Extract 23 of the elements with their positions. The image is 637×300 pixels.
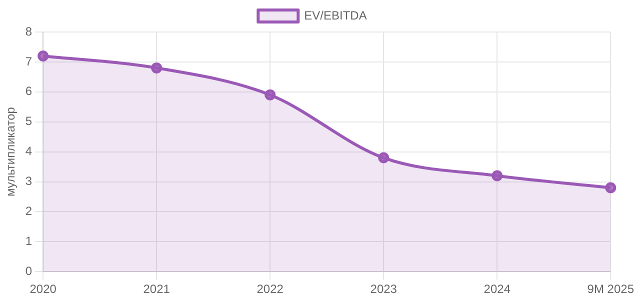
y-tick-label: 3: [25, 174, 32, 188]
y-tick-label: 8: [25, 24, 32, 38]
point: [492, 170, 503, 182]
x-tick-label: 2020: [30, 282, 57, 296]
y-tick-label: 7: [25, 54, 32, 68]
y-tick-label: 5: [25, 114, 32, 128]
y-tick-label: 2: [25, 204, 32, 218]
y-tick-label: 6: [25, 84, 32, 98]
point: [378, 152, 390, 164]
point: [151, 62, 162, 74]
y-tick-label: 4: [25, 144, 32, 158]
x-tick-label: 2021: [143, 282, 170, 296]
y-tick-label: 0: [25, 264, 32, 278]
point: [38, 50, 49, 62]
point: [264, 89, 276, 100]
x-tick-label: 2022: [256, 282, 284, 296]
x-tick-label: 9M 2025: [587, 282, 634, 296]
x-tick-label: 2023: [370, 282, 398, 296]
y-tick-label: 1: [25, 234, 32, 248]
x-tick-label: 2024: [484, 282, 511, 296]
legend-label: EV/EBITDA: [304, 8, 367, 22]
y-axis-title: мультипликатор: [4, 106, 18, 197]
point: [605, 182, 616, 194]
